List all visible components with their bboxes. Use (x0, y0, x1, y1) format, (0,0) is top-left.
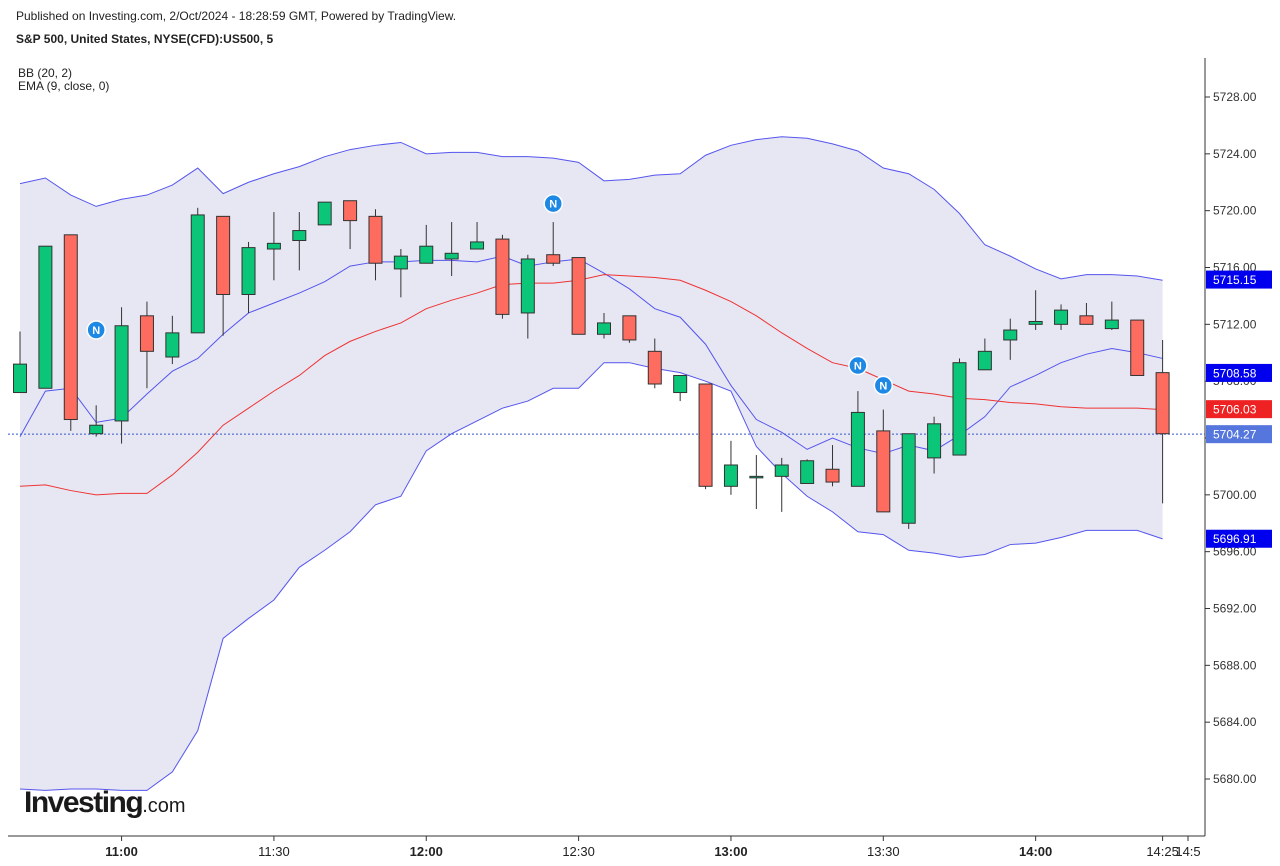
candle-down[interactable] (571, 257, 586, 335)
candle-up[interactable] (317, 201, 332, 226)
y-tick-label: 5692.00 (1213, 602, 1257, 616)
y-tick-label: 5728.00 (1213, 90, 1257, 104)
candle-down[interactable] (825, 468, 840, 483)
x-tick-label: 14:5 (1175, 844, 1200, 859)
candle-up[interactable] (520, 258, 535, 314)
price-badge (1206, 425, 1272, 444)
candle-up[interactable] (597, 322, 611, 335)
candle-down[interactable] (216, 215, 231, 295)
news-marker[interactable] (86, 320, 106, 340)
candle-down[interactable] (647, 350, 662, 385)
bb-upper-line (19, 136, 1163, 281)
bb-middle-line (19, 255, 1163, 455)
price-badge-label: 5715.15 (1213, 273, 1257, 287)
bb-fill (20, 136, 1163, 791)
logo-main: Investing (24, 786, 144, 819)
news-marker-label: N (549, 199, 557, 211)
candle-down[interactable] (1130, 319, 1145, 376)
candle-up[interactable] (1054, 309, 1069, 325)
candle-down[interactable] (622, 315, 637, 341)
candle-up[interactable] (927, 423, 942, 459)
candle-up[interactable] (114, 325, 129, 422)
candle-down[interactable] (63, 234, 78, 421)
news-marker-label: N (854, 361, 862, 373)
y-tick-label: 5688.00 (1213, 658, 1257, 672)
candle-down[interactable] (1079, 315, 1094, 325)
price-badge-label: 5706.03 (1213, 403, 1257, 417)
x-tick-label: 14:00 (1019, 844, 1052, 859)
candle-up[interactable] (393, 255, 408, 270)
y-tick-label: 5720.00 (1213, 204, 1257, 218)
indicator-bb-label[interactable]: BB (20, 2) (18, 66, 73, 80)
candle-up[interactable] (774, 464, 789, 477)
price-badge-label: 5696.91 (1213, 532, 1257, 546)
price-badge (1206, 529, 1272, 548)
candle-down[interactable] (368, 215, 383, 264)
candle-up[interactable] (749, 475, 764, 479)
price-badge-label: 5708.58 (1213, 366, 1257, 380)
candle-up[interactable] (1028, 320, 1043, 325)
x-tick-label: 14:25 (1146, 844, 1179, 859)
candle-up[interactable] (470, 241, 485, 250)
candle-up[interactable] (723, 464, 738, 487)
x-tick-label: 11:00 (105, 844, 138, 859)
ema-line (19, 274, 1163, 496)
candle-down[interactable] (876, 430, 891, 513)
candle-up[interactable] (292, 230, 307, 242)
news-marker[interactable] (543, 193, 563, 214)
x-tick-label: 13:00 (714, 844, 747, 859)
x-tick-label: 12:00 (410, 844, 443, 859)
candle-up[interactable] (977, 350, 992, 371)
candle-up[interactable] (1104, 319, 1119, 330)
candle-up[interactable] (266, 242, 281, 250)
y-tick-label: 5700.00 (1213, 488, 1257, 502)
candle-up[interactable] (800, 460, 815, 484)
candle-down[interactable] (698, 383, 713, 487)
price-badge (1206, 363, 1272, 382)
candle-up[interactable] (38, 245, 53, 389)
y-tick-label: 5712.00 (1213, 317, 1257, 331)
x-tick-label: 12:30 (562, 844, 595, 859)
y-tick-label: 5696.00 (1213, 545, 1257, 559)
candle-up[interactable] (241, 247, 256, 295)
candle-down[interactable] (495, 238, 510, 315)
x-tick-label: 11:30 (258, 844, 290, 859)
price-badge (1206, 400, 1272, 419)
candle-down[interactable] (139, 315, 154, 352)
news-marker[interactable] (848, 355, 868, 376)
indicator-ema-label[interactable]: EMA (9, close, 0) (18, 79, 110, 93)
candle-up[interactable] (673, 374, 688, 394)
candle-down[interactable] (546, 254, 561, 264)
chart-title: S&P 500, United States, NYSE(CFD):US500,… (16, 32, 274, 46)
candle-down[interactable] (343, 200, 358, 222)
candle-up[interactable] (444, 252, 459, 260)
candle-up[interactable] (1003, 329, 1018, 341)
candle-up[interactable] (419, 245, 434, 264)
candle-up[interactable] (850, 411, 865, 487)
news-marker-label: N (879, 380, 887, 392)
x-tick-label: 13:30 (867, 844, 900, 859)
publish-line: Published on Investing.com, 2/Oct/2024 -… (16, 9, 457, 23)
candle-up[interactable] (165, 332, 180, 358)
investing-logo: Investing.com (24, 786, 186, 820)
y-tick-label: 5684.00 (1213, 715, 1257, 729)
candle-up[interactable] (13, 363, 27, 394)
y-tick-label: 5680.00 (1213, 772, 1257, 786)
candle-up[interactable] (89, 424, 104, 435)
price-badge-label: 5704.27 (1213, 428, 1257, 442)
news-marker[interactable] (873, 375, 894, 396)
logo-suffix: .com (142, 795, 186, 817)
bb-lower-line (19, 362, 1163, 791)
price-badge (1206, 270, 1272, 289)
candle-up[interactable] (190, 214, 205, 334)
y-tick-label: 5724.00 (1213, 147, 1257, 161)
candle-up[interactable] (901, 433, 916, 524)
candle-up[interactable] (952, 362, 967, 456)
candle-down[interactable] (1155, 372, 1170, 435)
news-marker-label: N (92, 325, 100, 337)
